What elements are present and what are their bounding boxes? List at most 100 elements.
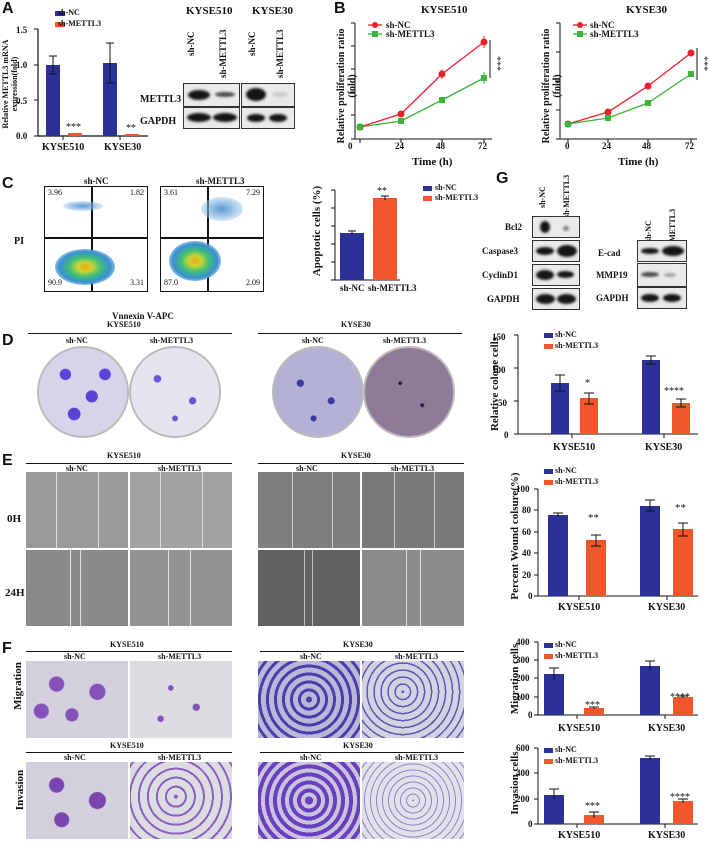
b2-legend-kd: sh-METTL3 (590, 29, 639, 39)
dish-kyse30-kd (363, 346, 455, 438)
g-row-gapdh-right: GAPDH (596, 293, 629, 303)
b1-title: KYSE510 (421, 4, 468, 16)
chart-c-apoptosis (331, 186, 432, 281)
f1-sig-1: *** (585, 700, 600, 711)
panel-label-e: E (2, 452, 13, 469)
e-legend-kd: sh-METTL3 (555, 477, 599, 486)
wound-kyse30-nc-24h (258, 550, 360, 626)
wound-kyse510-nc-24h (26, 550, 128, 626)
c-kd-q4: 2.09 (246, 278, 260, 287)
g-col-nc-left: sh-NC (538, 186, 547, 208)
transwell-mig-kyse30-nc (258, 661, 360, 738)
c-legend-nc: sh-NC (435, 183, 457, 192)
panel-label-b: B (334, 0, 346, 17)
c-nc-q2: 1.82 (130, 188, 144, 197)
c-nc-q4: 3.31 (130, 278, 144, 287)
legend-a (55, 11, 65, 27)
f-inv-kyse510: KYSE510 (110, 741, 144, 750)
f-mig-kyse30: KYSE30 (343, 640, 373, 649)
f-row-invasion: Invasion (14, 769, 26, 811)
e-divider-1 (26, 463, 232, 464)
e-ytick-20: 20 (522, 570, 531, 580)
d-ytick-50: 50 (498, 398, 507, 408)
b2-title: KYSE30 (626, 4, 667, 16)
f1-ylabel: Migration cells (509, 643, 521, 715)
g-row-caspase3: Caspase3 (482, 246, 519, 256)
a-blot-line-1: KYSE510 (186, 5, 233, 17)
a-blot-row-mettl3: METTL3 (140, 94, 182, 105)
blot-ecad (637, 240, 687, 262)
chart-a-mrna (34, 11, 148, 140)
f-inv-group-1: sh-NC (64, 753, 86, 762)
b1-ylabel: Relative proliferation ratio (fold) (336, 28, 358, 144)
b1-legend-nc: sh-NC (386, 20, 411, 30)
e-sig-1: ** (588, 512, 599, 524)
e-legend-nc: sh-NC (555, 466, 577, 475)
blot-gapdh-left (532, 288, 580, 310)
b2-xtick-72: 72 (685, 141, 694, 151)
b2-legend-nc: sh-NC (590, 20, 615, 30)
a-ytick-05: 0.5 (16, 96, 28, 106)
c-xlabel: Vnnexin V-APC (112, 311, 174, 321)
f-row-migration: Migration (12, 662, 24, 710)
c-xtick-kd: sh-METTL3 (368, 283, 417, 293)
b1-xtick-72: 72 (478, 141, 487, 151)
f-inv-kyse30: KYSE30 (343, 741, 373, 750)
c-group-nc: sh-NC (84, 176, 109, 186)
f-mig-group-4: sh-METTL3 (395, 652, 439, 661)
e-xtick-2: KYSE30 (648, 602, 686, 613)
chart-f-invasion (534, 747, 698, 828)
f2-xtick-1: KYSE510 (558, 830, 601, 841)
f-divider-3 (26, 752, 232, 753)
f-divider-4 (260, 752, 464, 753)
a-ytick-10: 1.0 (16, 60, 28, 70)
a-blot-line-2: KYSE30 (252, 5, 293, 17)
e-group-4: sh-METTL3 (391, 464, 435, 473)
a-xtick-1: KYSE510 (42, 142, 85, 153)
c-sig: ** (377, 186, 387, 197)
flow-plot-nc (44, 186, 148, 292)
e-group-2: sh-METTL3 (158, 464, 202, 473)
c-nc-q1: 3.96 (48, 188, 62, 197)
g-row-gapdh-left: GAPDH (487, 294, 520, 304)
g-col-nc-right: sh-NC (644, 220, 653, 242)
panel-label-c: C (2, 175, 14, 192)
e-row-24h: 24H (5, 587, 25, 599)
wound-kyse510-nc-0h (26, 472, 128, 548)
chart-f-migration (534, 641, 698, 719)
c-kd-q3: 87.0 (164, 278, 178, 287)
blot-mettl3-kyse510 (183, 83, 240, 107)
c-kd-q2: 7.29 (246, 188, 260, 197)
chart-e-wound (534, 469, 698, 600)
b1-xlabel: Time (h) (412, 156, 453, 168)
f1-ytick-0: 0 (528, 710, 533, 720)
d-ylabel: Relative colone cells (489, 336, 501, 432)
a-xtick-2: KYSE30 (104, 142, 142, 153)
c-nc-q3: 90.9 (48, 278, 62, 287)
e-group-1: sh-NC (66, 464, 88, 473)
transwell-mig-kyse510-kd (130, 661, 232, 738)
d-group-4: sh-METTL3 (383, 336, 427, 345)
flow-plot-kd (160, 186, 264, 292)
legend-a-nc: sh-NC (58, 8, 80, 17)
f-inv-group-2: sh-METTL3 (158, 753, 202, 762)
e-ytick-40: 40 (522, 548, 531, 558)
blot-gapdh-kyse30 (241, 107, 295, 129)
a-ytick-00: 0.0 (16, 131, 28, 141)
a-sig-2: ** (126, 123, 136, 134)
e-sig-2: ** (675, 502, 686, 514)
f1-legend-nc: sh-NC (555, 640, 577, 649)
wound-kyse30-kd-0h (362, 472, 464, 548)
transwell-inv-kyse30-nc (258, 762, 360, 839)
wound-kyse30-nc-0h (258, 472, 360, 548)
b1-xtick-24: 24 (395, 141, 404, 151)
d-sig-2: **** (664, 386, 684, 397)
transwell-mig-kyse510-nc (26, 661, 128, 738)
d-ytick-150: 150 (492, 332, 506, 342)
a-sig-1: *** (66, 122, 81, 133)
g-row-cyclind1: CyclinD1 (482, 270, 518, 280)
transwell-inv-kyse510-kd (130, 762, 232, 839)
a-blot-col-4: sh-METTL3 (275, 29, 285, 78)
legend-a-kd: sh-METTL3 (58, 19, 102, 28)
